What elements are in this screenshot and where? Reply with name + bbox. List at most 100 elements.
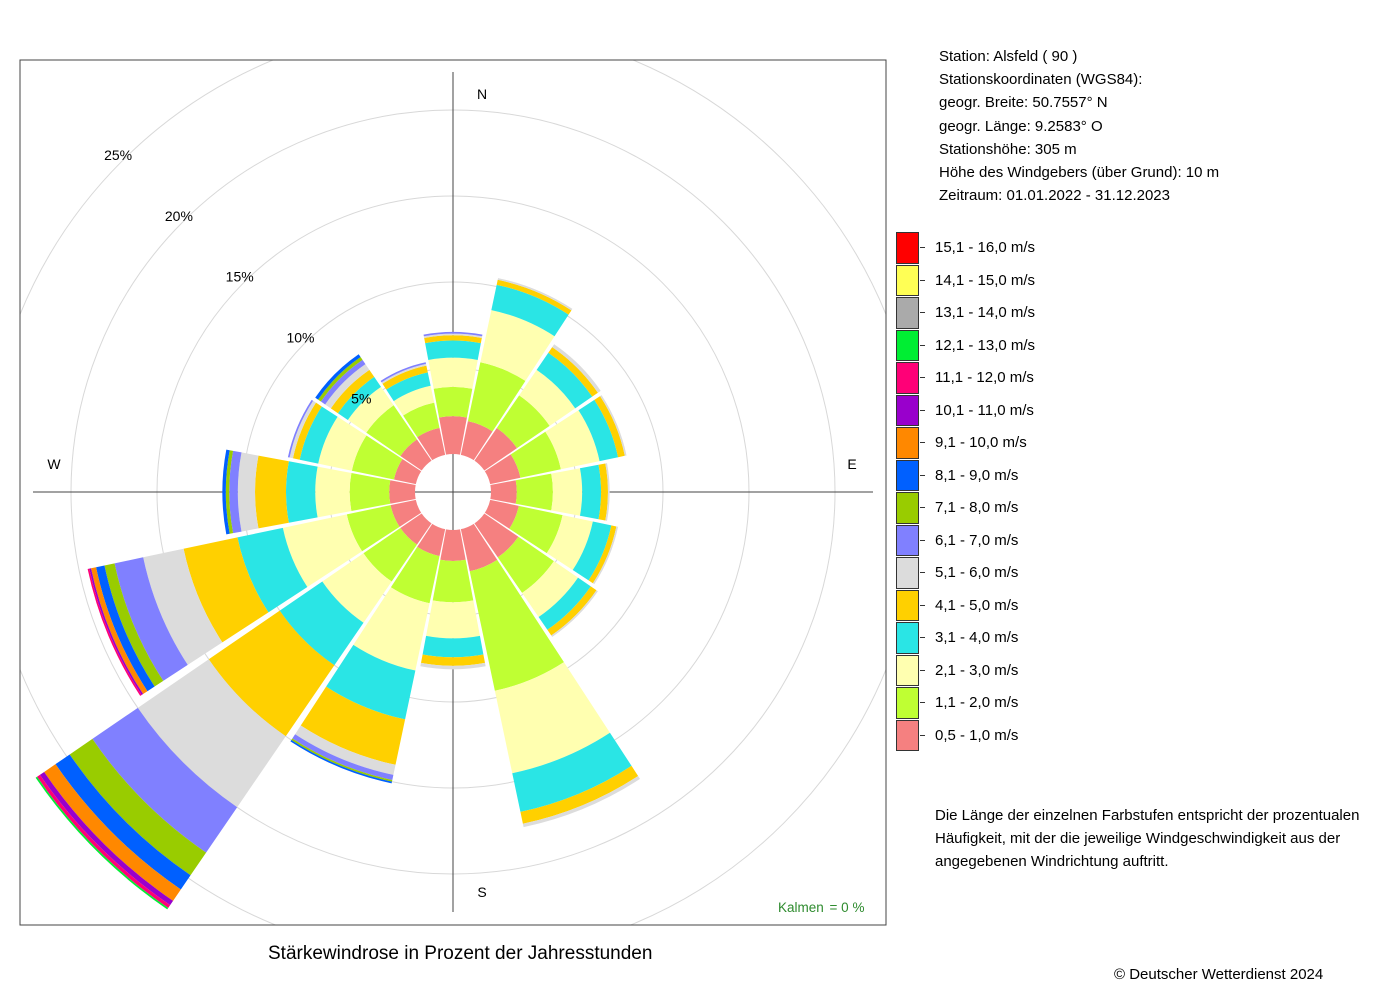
sector-NE-bin-6 [552,344,601,393]
sector-ESE-bin-6 [592,526,619,585]
sector-WNW-bin-5 [292,402,322,460]
sector-NW-bin-2 [366,405,417,456]
sector-NNW-bin-3 [393,385,435,416]
sector-SSW-bin-2 [390,546,440,604]
ring-label: 15% [226,269,254,285]
legend-swatch [896,654,919,686]
sector-NW-bin-4 [337,376,381,420]
sector-WSW-bin-5 [183,537,269,643]
legend-label: 4,1 - 5,0 m/s [935,596,1019,614]
station-latitude: geogr. Breite: 50.7557° N [939,94,1108,112]
legend-item: 3,1 - 4,0 m/s [896,622,1066,655]
legend-item: 7,1 - 8,0 m/s [896,492,1066,525]
legend-item: 2,1 - 3,0 m/s [896,654,1066,688]
sector-SSW-bin-3 [353,587,430,671]
copyright: © Deutscher Wetterdienst 2024 [1114,966,1324,983]
time-period: Zeitraum: 01.01.2022 - 31.12.2023 [939,187,1170,205]
legend-item: 1,1 - 2,0 m/s [896,687,1066,720]
sector-NW-bin-5 [330,369,375,414]
sector-NNE-bin-6 [497,278,573,311]
sector-WNW-bin-1 [393,459,422,485]
sector-WSW-bin-1 [390,499,422,527]
ring-label: 5% [351,390,371,406]
sector-NE-bin-1 [474,428,517,471]
explanation-line: Häufigkeit, mit der die jeweilige Windge… [935,830,1341,847]
sector-N-bin-1 [439,416,467,455]
station-altitude: Stationshöhe: 305 m [939,140,1077,158]
legend-tick [920,604,925,606]
legend-item: 5,1 - 6,0 m/s [896,557,1066,590]
sector-ESE-bin-1 [484,499,519,529]
sector-NNE-bin-3 [480,310,555,381]
legend-swatch [896,264,919,296]
sector-NNE-bin-2 [467,362,526,432]
sector-WSW-bin-8 [104,563,164,687]
sector-SE-bin-3 [522,561,579,618]
legend-label: 0,5 - 1,0 m/s [935,726,1019,744]
compass-label-S: S [477,884,486,900]
legend-label: 8,1 - 9,0 m/s [935,466,1019,484]
legend-item: 11,1 - 12,0 m/s [896,362,1066,395]
sector-N-bin-6 [423,333,483,338]
sector-SSW-bin-5 [300,686,406,765]
legend-swatch [896,394,919,426]
sector-ESE-bin-5 [588,525,617,584]
sector-S-bin-6 [420,662,486,670]
sector-NE-bin-4 [536,352,593,409]
sector-WSW-bin-10 [90,567,148,695]
sector-WNW-bin-7 [287,399,314,458]
legend-tick [920,247,925,248]
sector-E-bin-6 [605,463,610,521]
sector-WNW-bin-4 [299,406,338,464]
sector-SE-bin-4 [538,577,591,630]
plot-frame [19,59,887,926]
sector-WSW-bin-7 [114,557,188,681]
legend-tick [920,702,925,703]
sector-S-bin-2 [432,559,474,603]
sector-E-bin-5 [598,463,608,521]
sector-SSE-bin-3 [494,662,610,774]
sector-W-bin-7 [229,450,242,534]
sector-W-bin-6 [237,452,259,532]
legend-item: 9,1 - 10,0 m/s [896,427,1066,460]
sector-SW-bin-10 [44,764,181,901]
sector-NNE-bin-5 [496,279,572,315]
sector-ENE-bin-6 [600,395,627,456]
legend-swatch [896,589,919,621]
sector-W-bin-8 [225,450,234,534]
sector-SW-bin-7 [92,707,238,853]
explanation-line: Die Länge der einzelnen Farbstufen entsp… [935,807,1360,824]
explanation-line: angegebenen Windrichtung auftritt. [935,853,1169,870]
sector-NNW-bin-7 [380,362,427,383]
sector-SW-bin-6 [137,659,286,808]
sector-NW-bin-8 [318,357,363,402]
sector-NNW-bin-4 [386,372,431,402]
sector-N-bin-2 [433,386,473,418]
sector-E-bin-4 [579,464,602,520]
station-name: Station: Alsfeld ( 90 ) [939,48,1078,65]
sector-NNE-bin-1 [460,421,493,461]
legend-label: 11,1 - 12,0 m/s [935,369,1034,386]
sector-SSW-bin-6 [295,725,396,775]
sector-SE-bin-2 [497,536,554,593]
legend-tick [920,507,925,508]
legend-swatch [896,687,919,719]
sector-SW-bin-8 [69,738,207,876]
sector-W-bin-5 [255,455,289,529]
sector-SSE-bin-4 [512,732,632,812]
legend-label: 7,1 - 8,0 m/s [935,499,1019,516]
sector-WNW-bin-2 [351,435,403,480]
ring-label: 10% [286,330,314,346]
sector-ESE-bin-3 [546,515,593,571]
legend-item: 14,1 - 15,0 m/s [896,264,1066,298]
sector-SSE-bin-5 [520,765,639,824]
calm-readout: Kalmen = 0 % [778,900,866,915]
station-coordinates-heading: Stationskoordinaten (WGS84): [939,71,1143,89]
sector-SW-bin-5 [208,610,335,737]
legend-item: 8,1 - 9,0 m/s [896,459,1066,493]
sector-WSW-bin-3 [282,514,363,587]
anemometer-height: Höhe des Windgebers (über Grund): 10 m [939,164,1220,182]
legend-tick [920,474,925,476]
legend-label: 2,1 - 3,0 m/s [935,661,1019,679]
